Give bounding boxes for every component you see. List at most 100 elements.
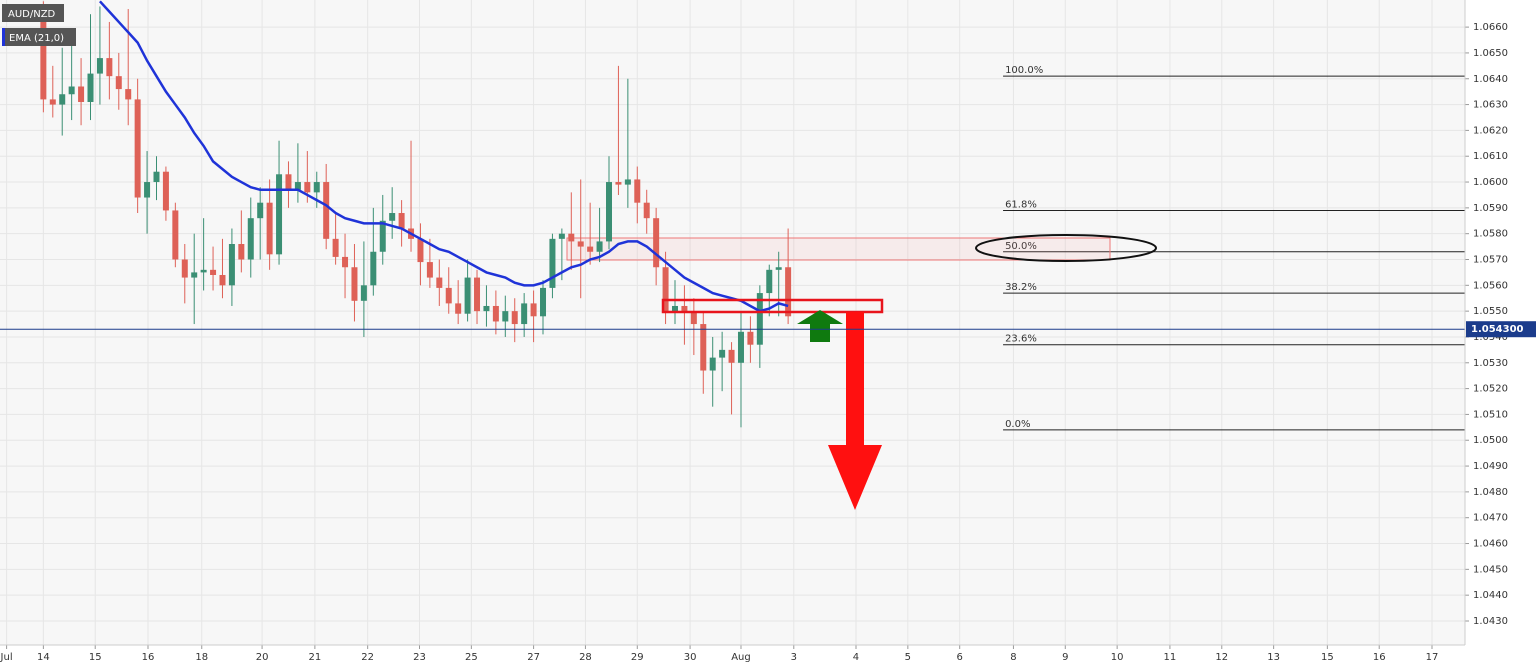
candle-body <box>162 171 169 211</box>
x-tick-label: 6 <box>957 652 963 663</box>
candle-body <box>379 220 386 252</box>
candle-body <box>360 285 367 301</box>
x-tick-label: 8 <box>1010 652 1016 663</box>
ema-badge <box>2 28 76 46</box>
ema-label: EMA (21,0) <box>9 33 64 44</box>
x-tick-label: 28 <box>579 652 592 663</box>
candle-body <box>210 269 217 275</box>
candle-body <box>728 349 735 363</box>
candle-body <box>294 182 301 190</box>
candle-body <box>766 269 773 294</box>
candle-body <box>78 86 85 102</box>
candle-body <box>709 357 716 371</box>
fib-label: 61.8% <box>1005 199 1037 210</box>
candle-body <box>455 303 462 314</box>
x-tick-label: 15 <box>1321 652 1334 663</box>
candle-body <box>87 73 94 102</box>
y-tick-label: 1.0450 <box>1473 564 1508 575</box>
last-price-badge <box>1466 321 1536 338</box>
last-price-label: 1.054300 <box>1471 324 1524 335</box>
x-tick-label: 5 <box>905 652 911 663</box>
y-tick-label: 1.0470 <box>1473 513 1508 524</box>
candle-body <box>483 305 490 312</box>
candle-body <box>474 277 481 312</box>
y-tick-label: 1.0500 <box>1473 435 1508 446</box>
candle-body <box>228 244 235 286</box>
y-tick-label: 1.0640 <box>1473 74 1508 85</box>
zone-box <box>566 237 1111 261</box>
candle-body <box>671 305 678 312</box>
x-tick-label: 16 <box>1373 652 1386 663</box>
x-tick-label: 30 <box>684 652 697 663</box>
x-tick-label: 27 <box>527 652 540 663</box>
candle-body <box>587 246 594 252</box>
down-arrow <box>828 312 882 510</box>
candle-body <box>370 251 377 286</box>
fib-label: 23.6% <box>1005 334 1037 345</box>
fibonacci: 100.0% 61.8% 50.0% 38.2% 23.6% 0.0% <box>1003 65 1465 431</box>
candle-body <box>436 277 443 288</box>
candle-body <box>247 218 254 260</box>
candle-body <box>304 182 311 193</box>
y-tick-label: 1.0620 <box>1473 125 1508 136</box>
candle-body <box>549 238 556 288</box>
candle-body <box>181 259 188 278</box>
candle-body <box>615 182 622 185</box>
y-tick-label: 1.0600 <box>1473 177 1508 188</box>
candle-body <box>540 287 547 317</box>
candle-body <box>115 76 122 90</box>
y-tick-label: 1.0570 <box>1473 254 1508 265</box>
candle-body <box>417 238 424 263</box>
y-tick-label: 1.0510 <box>1473 409 1508 420</box>
y-tick-label: 1.0650 <box>1473 48 1508 59</box>
candle-body <box>200 269 207 273</box>
x-tick-label: 4 <box>853 652 859 663</box>
x-tick-label: 11 <box>1164 652 1177 663</box>
x-tick-label: 10 <box>1111 652 1124 663</box>
candle-body <box>49 99 56 105</box>
x-tick-label: 22 <box>361 652 374 663</box>
x-tick-label: 20 <box>256 652 269 663</box>
y-tick-label: 1.0480 <box>1473 487 1508 498</box>
plot-area <box>0 0 1465 645</box>
candle-body <box>257 202 264 219</box>
y-tick-label: 1.0590 <box>1473 203 1508 214</box>
candle-body <box>351 267 358 301</box>
y-tick-label: 1.0610 <box>1473 151 1508 162</box>
candle-body <box>191 272 198 278</box>
axes: 1.0430 1.0440 1.0450 1.0460 1.0470 1.0480 1.04… <box>0 22 1536 663</box>
candle-body <box>464 277 471 314</box>
ema-line <box>99 0 789 313</box>
y-tick-label: 1.0540 <box>1473 332 1508 343</box>
candle-body <box>521 303 528 325</box>
candle-body <box>59 94 66 105</box>
ema-swatch <box>2 28 5 46</box>
fib-label: 50.0% <box>1005 241 1037 252</box>
candle-body <box>68 86 75 95</box>
candle-body <box>700 324 707 371</box>
fib-label: 100.0% <box>1005 65 1043 76</box>
candle-body <box>40 6 47 100</box>
x-tick-label: 16 <box>142 652 155 663</box>
candle-body <box>624 179 631 185</box>
candle-body <box>502 311 509 322</box>
y-tick-label: 1.0430 <box>1473 616 1508 627</box>
x-tick-label: 21 <box>309 652 322 663</box>
candle-body <box>266 202 273 255</box>
candle-body <box>445 287 452 304</box>
candle-body <box>276 174 283 255</box>
candle-body <box>389 213 396 221</box>
y-tick-label: 1.0660 <box>1473 22 1508 33</box>
fib-label: 38.2% <box>1005 282 1037 293</box>
y-tick-label: 1.0580 <box>1473 229 1508 240</box>
x-tick-label: 17 <box>1426 652 1439 663</box>
candle-body <box>153 171 160 183</box>
candle-body <box>238 244 245 260</box>
candle-body <box>577 241 584 247</box>
y-tick-label: 1.0550 <box>1473 306 1508 317</box>
x-tick-label: Aug <box>731 652 751 663</box>
x-tick-label: 13 <box>1267 652 1280 663</box>
candle-body <box>332 238 339 257</box>
candle-body <box>785 267 792 317</box>
candle-body <box>719 349 726 358</box>
